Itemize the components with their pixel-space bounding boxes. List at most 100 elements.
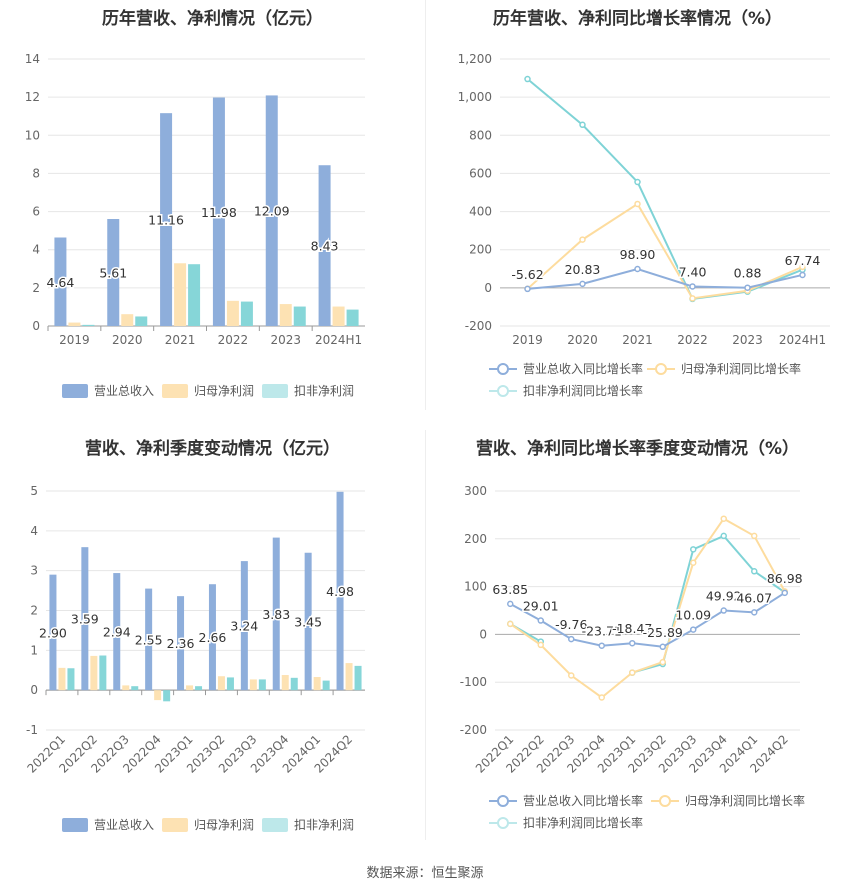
legend-label: 营业总收入: [94, 818, 155, 832]
data-label: 49.92: [706, 589, 742, 604]
legend-item-revenue-growth[interactable]: 营业总收入同比增长率: [489, 360, 643, 377]
legend-item-deducted-profit[interactable]: 扣非净利润: [262, 816, 354, 833]
data-label: -25.89: [643, 625, 683, 640]
series-line: [509, 517, 786, 699]
annual-bar-chart: 0 2 4 6 8 10 12 14 2019 4.64 2020 5.61 2021 11.16 2022…: [25, 52, 365, 347]
data-point: [689, 295, 696, 302]
bar: [293, 306, 306, 326]
data-label: 67.74: [785, 253, 821, 268]
x-tick-label: 2019: [512, 333, 543, 347]
data-point: [579, 280, 586, 288]
y-tick-label: 2: [32, 281, 40, 295]
data-point: [507, 600, 514, 608]
quarter-line-legend: 营业总收入同比增长率 归母净利润同比增长率 扣非净利润同比增长率: [425, 792, 850, 836]
x-tick-label: 2020: [112, 333, 143, 347]
data-label: 2.90: [39, 625, 67, 640]
quarterly-revenue-profit-panel: 营收、净利季度变动情况（亿元） -1 0 1 2 3 4 5 2022Q1 2.90 2022Q2…: [0, 430, 425, 860]
data-point: [799, 271, 806, 279]
y-tick-label: 600: [469, 166, 492, 180]
data-label: 4.98: [326, 584, 354, 599]
y-tick-label: 12: [25, 90, 40, 104]
bar: [145, 588, 153, 691]
data-point: [799, 263, 806, 271]
legend-swatch-revenue: [62, 817, 88, 832]
legend-item-net-profit[interactable]: 归母净利润: [162, 816, 254, 833]
bar: [131, 686, 139, 691]
legend-item-deducted-profit[interactable]: 扣非净利润: [262, 382, 354, 399]
bar: [304, 552, 312, 691]
bar: [332, 306, 345, 326]
data-point: [751, 532, 758, 540]
legend-item-revenue[interactable]: 营业总收入: [62, 816, 154, 833]
data-label: 3.45: [294, 614, 322, 629]
series-line: [527, 267, 803, 290]
bar: [281, 675, 289, 691]
legend-swatch-net-profit-growth: [651, 794, 679, 808]
legend-label: 归母净利润: [194, 818, 255, 832]
quarterly-growth-panel: 营收、净利同比增长率季度变动情况（%） -200 -100 0 100 200 300 20…: [425, 430, 850, 860]
data-point: [634, 200, 641, 208]
panel-divider: [425, 430, 426, 840]
series-line: [526, 78, 803, 301]
y-tick-label: 14: [25, 52, 40, 66]
x-tick-label: 2022: [218, 333, 249, 347]
bar: [177, 596, 185, 691]
panel-divider: [425, 0, 426, 410]
bar: [81, 547, 89, 691]
bar: [174, 263, 187, 326]
data-label: 2.55: [135, 632, 163, 647]
data-point: [751, 609, 758, 616]
data-point: [751, 568, 758, 575]
bar: [336, 491, 344, 691]
bar: [240, 301, 253, 326]
legend-item-net-profit[interactable]: 归母净利润: [162, 382, 254, 399]
legend-swatch-revenue-growth: [489, 794, 517, 808]
data-label: 2.66: [199, 630, 227, 645]
bar: [195, 686, 203, 691]
y-tick-label: 1,200: [458, 52, 492, 66]
data-label: -5.62: [511, 267, 543, 282]
bar: [113, 573, 121, 691]
legend-label: 扣非净利润: [294, 384, 355, 398]
bar: [249, 679, 257, 691]
data-point: [744, 284, 751, 291]
legend-item-net-profit-growth[interactable]: 归母净利润同比增长率: [651, 792, 805, 809]
series-line: [526, 202, 803, 300]
data-label: 11.16: [148, 213, 184, 228]
y-tick-label: 0: [30, 683, 38, 697]
bar: [346, 309, 359, 326]
bar: [226, 300, 239, 326]
legend-item-net-profit-growth[interactable]: 归母净利润同比增长率: [647, 360, 801, 377]
legend-label: 扣非净利润同比增长率: [523, 384, 644, 398]
data-label: -23.71: [582, 624, 622, 639]
data-point: [598, 642, 605, 649]
bar: [99, 655, 107, 691]
data-point: [720, 515, 727, 522]
legend-item-revenue[interactable]: 营业总收入: [62, 382, 154, 399]
bar: [318, 165, 331, 326]
legend-item-revenue-growth[interactable]: 营业总收入同比增长率: [489, 792, 643, 809]
bar: [265, 95, 278, 327]
y-tick-label: 1: [30, 643, 38, 657]
x-tick-label: 2024H1: [315, 333, 362, 347]
y-tick-label: 3: [30, 564, 38, 578]
legend-label: 扣非净利润同比增长率: [523, 816, 644, 830]
legend-swatch-revenue: [62, 383, 88, 398]
y-tick-label: 10: [25, 128, 40, 142]
legend-swatch-revenue-growth: [489, 362, 517, 376]
y-tick-label: 5: [30, 484, 38, 498]
legend-swatch-deducted-profit: [262, 817, 288, 832]
data-point: [629, 669, 636, 676]
data-label: 2.36: [167, 636, 195, 651]
annual-line-legend: 营业总收入同比增长率 归母净利润同比增长率 扣非净利润同比增长率: [425, 360, 850, 404]
legend-item-deducted-growth[interactable]: 扣非净利润同比增长率: [489, 382, 643, 399]
data-label: 2.94: [103, 625, 131, 640]
data-point: [507, 620, 514, 628]
legend-item-deducted-growth[interactable]: 扣非净利润同比增长率: [489, 814, 643, 831]
bar: [58, 667, 66, 691]
legend-label: 归母净利润同比增长率: [681, 362, 802, 376]
y-tick-label: 300: [464, 484, 487, 498]
bar: [107, 219, 120, 326]
y-tick-label: 400: [469, 205, 492, 219]
y-tick-label: 6: [32, 205, 40, 219]
